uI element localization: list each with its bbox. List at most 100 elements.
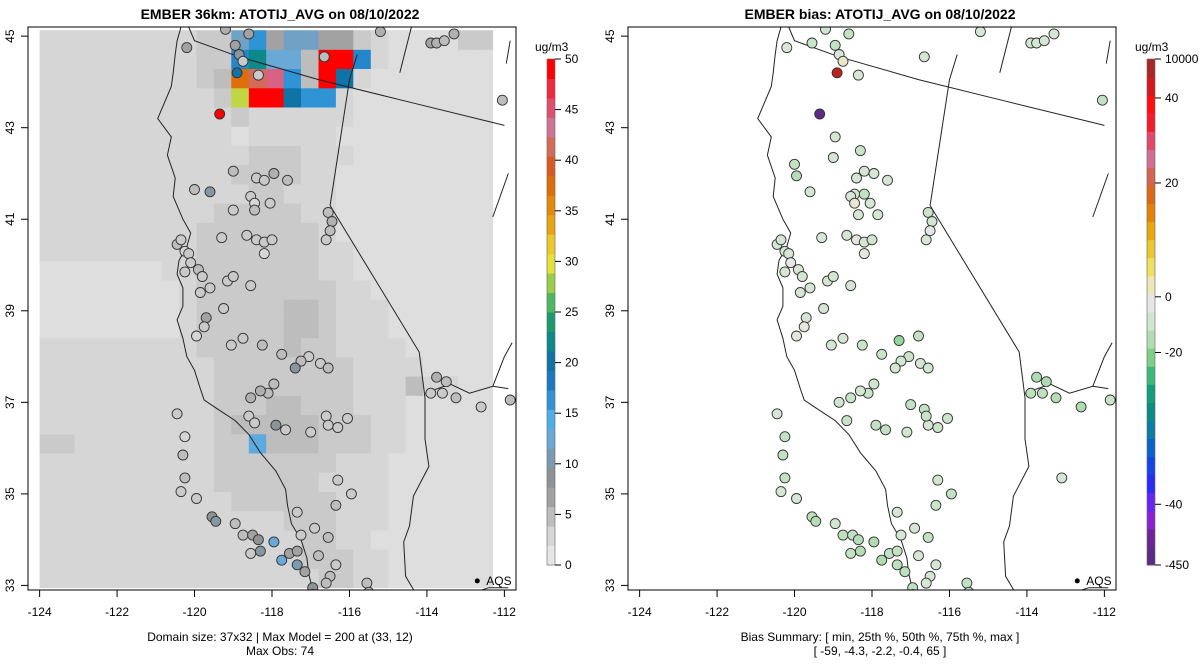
grid-cell [74, 318, 93, 339]
grid-cell [266, 107, 284, 127]
grid-cell [353, 491, 372, 512]
grid-cell [39, 357, 58, 377]
grid-cell [196, 357, 215, 377]
grid-cell [405, 241, 424, 262]
station-marker [291, 545, 303, 557]
grid-cell [335, 241, 354, 262]
grid-cell [57, 87, 75, 108]
y-tick-label: 37 [3, 395, 17, 409]
colorbar-segment [1147, 149, 1155, 168]
grid-cell [335, 568, 354, 589]
colorbar-segment [547, 156, 555, 177]
grid-cell [161, 184, 180, 204]
grid-cell [109, 126, 128, 146]
grid-cell [335, 68, 354, 89]
grid-cell [370, 376, 389, 396]
grid-cell [475, 510, 494, 531]
grid-cell [301, 126, 319, 146]
grid-cell [213, 530, 232, 550]
grid-cell [457, 280, 476, 300]
grid-cell [179, 87, 197, 108]
grid-cell [126, 472, 145, 492]
grid-cell [39, 433, 58, 454]
grid-cell [179, 376, 197, 396]
grid-cell [91, 260, 110, 281]
grid-cell [39, 472, 58, 492]
grid-cell [370, 164, 389, 185]
grid-cell [301, 68, 319, 89]
grid-cell [196, 145, 215, 166]
grid-cell [57, 49, 75, 69]
grid-cell [405, 126, 424, 146]
grid-cell [213, 184, 232, 204]
grid-cell [353, 414, 372, 435]
grid-cell [353, 318, 372, 339]
x-tick-label: -122 [105, 605, 129, 619]
grid-cell [283, 87, 302, 108]
station-marker [305, 426, 317, 438]
grid-cell [405, 549, 424, 569]
station-marker [330, 499, 342, 511]
colorbar-tick-label: 35 [565, 204, 579, 218]
grid-cell [161, 433, 180, 454]
grid-cell [423, 68, 441, 89]
grid-cell [283, 568, 302, 589]
grid-cell [213, 395, 232, 416]
colorbar-tick-label: 15 [565, 406, 579, 420]
colorbar-segment [1147, 293, 1155, 313]
station-marker [831, 67, 843, 79]
station-marker [177, 449, 189, 461]
grid-cell [370, 395, 389, 416]
grid-cell [283, 107, 302, 127]
station-marker [237, 55, 249, 67]
grid-cell [301, 376, 319, 396]
grid-cell [335, 530, 354, 550]
station-marker [858, 188, 870, 200]
grid-cell [318, 318, 337, 339]
grid-cell [74, 260, 93, 281]
station-marker [496, 94, 508, 106]
grid-cell [318, 453, 337, 473]
colorbar-tick-label: -40 [1165, 497, 1183, 511]
grid-cell [144, 260, 162, 281]
grid-cell [39, 164, 58, 185]
station-marker [1038, 35, 1050, 47]
grid-cell [231, 568, 250, 589]
grid-cell [440, 87, 459, 108]
station-marker [775, 234, 787, 246]
grid-cell [196, 203, 215, 223]
grid-cell [423, 126, 441, 146]
grid-cell [109, 568, 128, 589]
grid-cell [213, 433, 232, 454]
colorbar-segment [1147, 167, 1155, 186]
station-marker [374, 27, 386, 38]
y-tick-label: 39 [3, 304, 17, 318]
grid-cell [179, 126, 197, 146]
grid-cell [475, 433, 494, 454]
grid-cell [335, 318, 354, 339]
station-marker [837, 332, 849, 344]
grid-cell [91, 568, 110, 589]
grid-cell [283, 299, 302, 319]
grid-cell [213, 30, 232, 50]
grid-cell [126, 337, 145, 358]
grid-cell [126, 357, 145, 377]
grid-cell [91, 549, 110, 569]
grid-cell [405, 568, 424, 589]
grid-cell [126, 318, 145, 339]
station-marker [851, 172, 862, 184]
grid-cell [196, 433, 215, 454]
grid-cell [109, 357, 128, 377]
grid-cell [144, 107, 162, 127]
grid-cell [248, 433, 267, 454]
grid-cell [335, 376, 354, 396]
grid-cell [318, 164, 337, 185]
grid-cell [457, 318, 476, 339]
grid-cell [179, 299, 197, 319]
state-border [1080, 587, 1109, 590]
station-marker [909, 522, 921, 534]
grid-cell [91, 530, 110, 550]
grid-cell [231, 280, 250, 300]
station-marker [241, 229, 253, 241]
grid-cell [388, 376, 406, 396]
